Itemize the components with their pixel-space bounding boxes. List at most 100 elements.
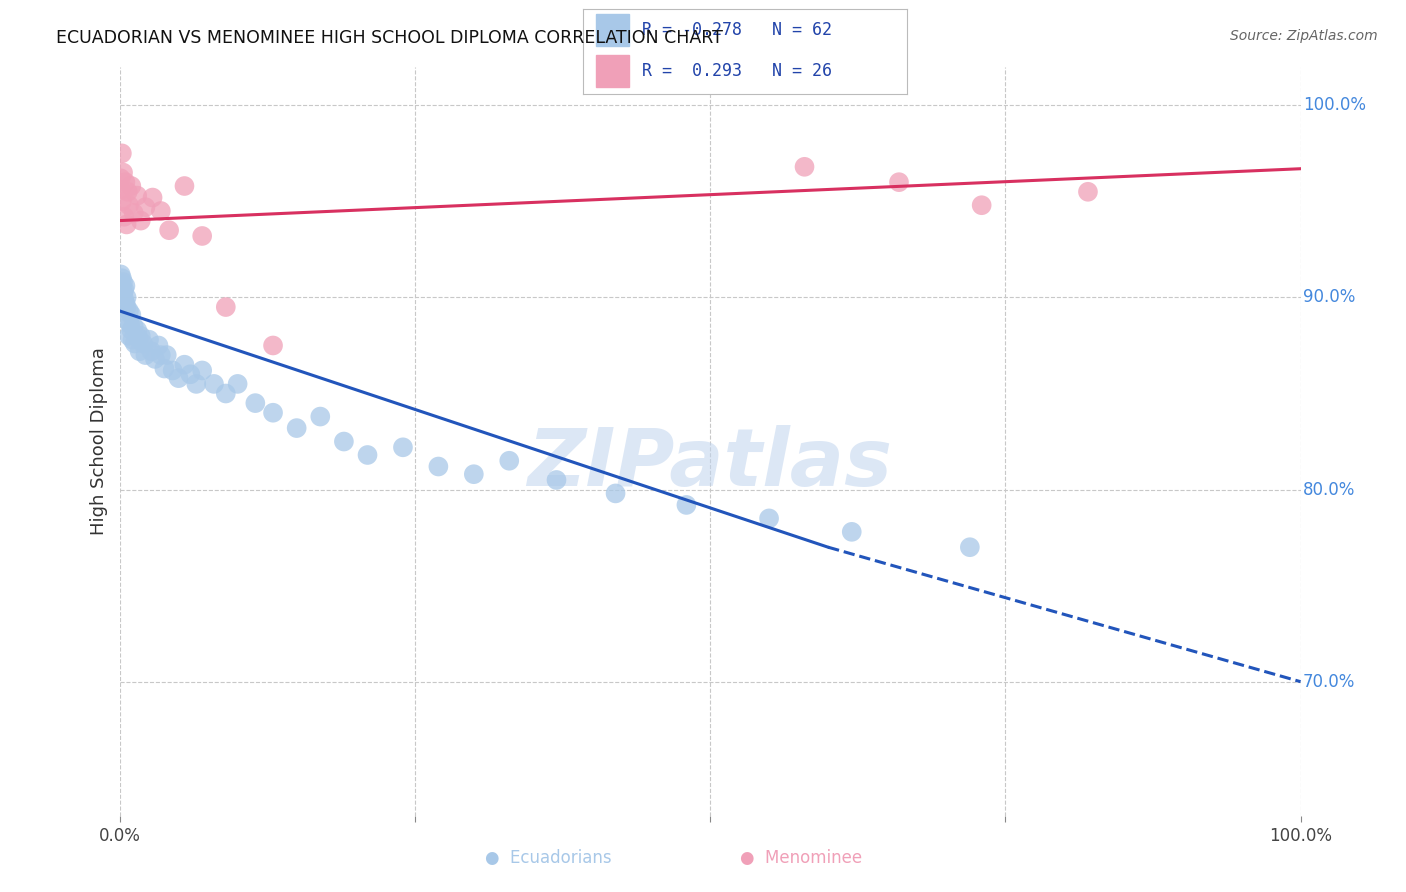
Text: R =  0.293   N = 26: R = 0.293 N = 26	[641, 62, 832, 79]
Text: ●  Menominee: ● Menominee	[741, 849, 862, 867]
Text: 70.0%: 70.0%	[1303, 673, 1355, 690]
Point	[173, 179, 195, 194]
Point	[127, 323, 149, 337]
Point	[114, 279, 136, 293]
Point	[127, 331, 149, 345]
Point	[959, 540, 981, 554]
Y-axis label: High School Diploma: High School Diploma	[90, 348, 108, 535]
Point	[148, 338, 170, 352]
Point	[115, 218, 138, 232]
Point	[121, 333, 143, 347]
Point	[110, 183, 132, 197]
Point	[120, 323, 142, 337]
Text: Source: ZipAtlas.com: Source: ZipAtlas.com	[1230, 29, 1378, 43]
Point	[226, 376, 249, 391]
Point	[202, 376, 225, 391]
Point	[111, 194, 134, 209]
Point	[215, 386, 238, 401]
Point	[112, 165, 135, 179]
Point	[111, 271, 134, 285]
Point	[117, 185, 139, 199]
Point	[215, 300, 238, 314]
Point	[127, 188, 149, 202]
Point	[262, 406, 284, 420]
Point	[970, 198, 993, 212]
Point	[546, 473, 568, 487]
Point	[115, 300, 138, 314]
Text: 80.0%: 80.0%	[1303, 481, 1355, 499]
Text: ECUADORIAN VS MENOMINEE HIGH SCHOOL DIPLOMA CORRELATION CHART: ECUADORIAN VS MENOMINEE HIGH SCHOOL DIPL…	[56, 29, 723, 46]
Point	[356, 448, 378, 462]
Point	[1077, 185, 1099, 199]
Point	[111, 294, 134, 309]
Point	[191, 363, 214, 377]
Point	[186, 376, 208, 391]
Point	[758, 511, 780, 525]
Point	[118, 304, 141, 318]
Point	[128, 344, 150, 359]
Point	[191, 229, 214, 244]
Bar	[596, 54, 628, 87]
Point	[122, 319, 145, 334]
Point	[179, 368, 201, 382]
Point	[110, 268, 132, 282]
Point	[110, 277, 132, 291]
Point	[112, 293, 135, 307]
Point	[142, 190, 165, 204]
Point	[173, 358, 195, 372]
Point	[605, 486, 627, 500]
Point	[112, 275, 135, 289]
Point	[262, 338, 284, 352]
Point	[112, 300, 135, 314]
Point	[285, 421, 308, 435]
Point	[115, 290, 138, 304]
Point	[112, 210, 135, 224]
Point	[498, 454, 520, 468]
Bar	[596, 14, 628, 46]
Point	[111, 146, 134, 161]
Point	[141, 344, 163, 359]
Point	[112, 286, 135, 301]
Point	[153, 361, 176, 376]
Point	[887, 175, 910, 189]
Point	[138, 333, 160, 347]
Point	[309, 409, 332, 424]
Point	[149, 348, 172, 362]
Point	[675, 498, 697, 512]
Point	[110, 171, 132, 186]
Point	[129, 213, 152, 227]
Point	[134, 200, 156, 214]
Point	[132, 336, 155, 351]
Point	[120, 308, 142, 322]
Text: R = -0.278   N = 62: R = -0.278 N = 62	[641, 21, 832, 39]
Point	[117, 313, 139, 327]
Point	[112, 304, 135, 318]
Point	[156, 348, 179, 362]
Point	[333, 434, 356, 449]
Point	[112, 283, 135, 297]
Text: ●  Ecuadorians: ● Ecuadorians	[485, 849, 612, 867]
Point	[149, 204, 172, 219]
Point	[118, 329, 141, 343]
Text: 90.0%: 90.0%	[1303, 288, 1355, 307]
Point	[167, 371, 190, 385]
Text: ZIPatlas: ZIPatlas	[527, 425, 893, 503]
Point	[124, 336, 146, 351]
Point	[129, 329, 152, 343]
Point	[793, 160, 815, 174]
Point	[134, 348, 156, 362]
Point	[120, 179, 142, 194]
Point	[841, 524, 863, 539]
Point	[111, 281, 134, 295]
Point	[118, 198, 141, 212]
Point	[143, 351, 166, 366]
Point	[162, 363, 184, 377]
Point	[392, 440, 415, 454]
Point	[463, 467, 485, 482]
Text: 100.0%: 100.0%	[1303, 96, 1365, 114]
Point	[114, 296, 136, 310]
Point	[114, 175, 136, 189]
Point	[245, 396, 267, 410]
Point	[120, 318, 142, 332]
Point	[157, 223, 180, 237]
